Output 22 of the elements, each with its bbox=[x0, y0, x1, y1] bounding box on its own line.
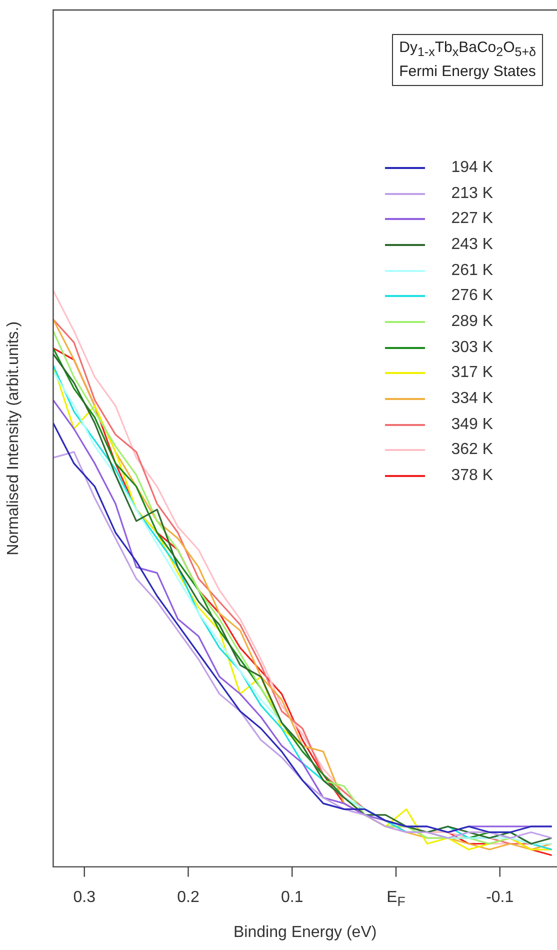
legend-label: 362 K bbox=[451, 441, 493, 460]
legend-label: 378 K bbox=[451, 467, 493, 486]
legend-label: 303 K bbox=[451, 338, 493, 357]
x-tick-label: -0.1 bbox=[486, 888, 514, 907]
legend-label: 349 K bbox=[451, 416, 493, 434]
legend-label: 334 K bbox=[451, 390, 493, 408]
legend-label: 243 K bbox=[451, 236, 493, 254]
legend-label: 289 K bbox=[451, 312, 493, 331]
chart-title: Dy$_{1-x}$Tb$_{x}$BaCo$_{2}$O$_{5+δ}$ bbox=[399, 38, 536, 61]
x-tick-label: E$_{F}$ bbox=[386, 888, 406, 909]
legend-label: 213 K bbox=[451, 184, 493, 203]
legend-label: 194 K bbox=[451, 158, 493, 177]
chart-subtitle: Fermi Energy States bbox=[399, 62, 536, 82]
legend-label: 227 K bbox=[451, 210, 493, 228]
x-tick-label: 0.2 bbox=[177, 888, 200, 907]
legend-label: 276 K bbox=[451, 287, 493, 306]
legend-label: 261 K bbox=[451, 262, 493, 280]
x-tick-label: 0.3 bbox=[73, 888, 96, 907]
y-axis-title: Normalised Intensity (arbit.units.) bbox=[5, 321, 22, 556]
x-tick-label: 0.1 bbox=[280, 888, 304, 907]
x-axis-title: Binding Energy (eV) bbox=[234, 924, 377, 941]
legend-label: 317 K bbox=[451, 364, 493, 382]
